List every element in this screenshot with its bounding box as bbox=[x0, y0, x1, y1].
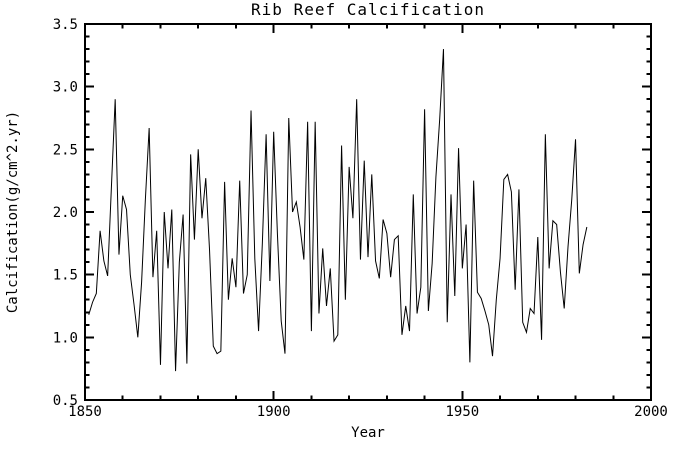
data-series-layer bbox=[88, 49, 588, 372]
y-tick-label: 1.0 bbox=[53, 330, 78, 346]
y-axis-label: Calcification(g/cm^2.yr) bbox=[5, 111, 21, 313]
y-tick-label: 3.0 bbox=[53, 80, 78, 96]
y-tick-label: 1.5 bbox=[53, 268, 78, 284]
chart-title: Rib Reef Calcification bbox=[251, 0, 485, 19]
x-tick-label: 1850 bbox=[68, 404, 102, 420]
y-tick-label: 0.5 bbox=[53, 393, 78, 409]
plot-border-box bbox=[84, 23, 652, 401]
y-tick-label: 2.5 bbox=[53, 142, 78, 158]
x-axis-label: Year bbox=[351, 425, 385, 441]
axis-tick-labels: 1850 1900 1950 2000 0.5 1.0 1.5 2.0 2.5 3.0 3.5 bbox=[53, 17, 668, 420]
y-tick-label: 3.5 bbox=[53, 17, 78, 33]
x-tick-label: 2000 bbox=[634, 404, 668, 420]
x-tick-label: 1950 bbox=[445, 404, 479, 420]
x-tick-label: 1900 bbox=[257, 404, 291, 420]
axis-ticks bbox=[84, 23, 652, 401]
data-series-line bbox=[88, 49, 588, 372]
y-tick-label: 2.0 bbox=[53, 205, 78, 221]
